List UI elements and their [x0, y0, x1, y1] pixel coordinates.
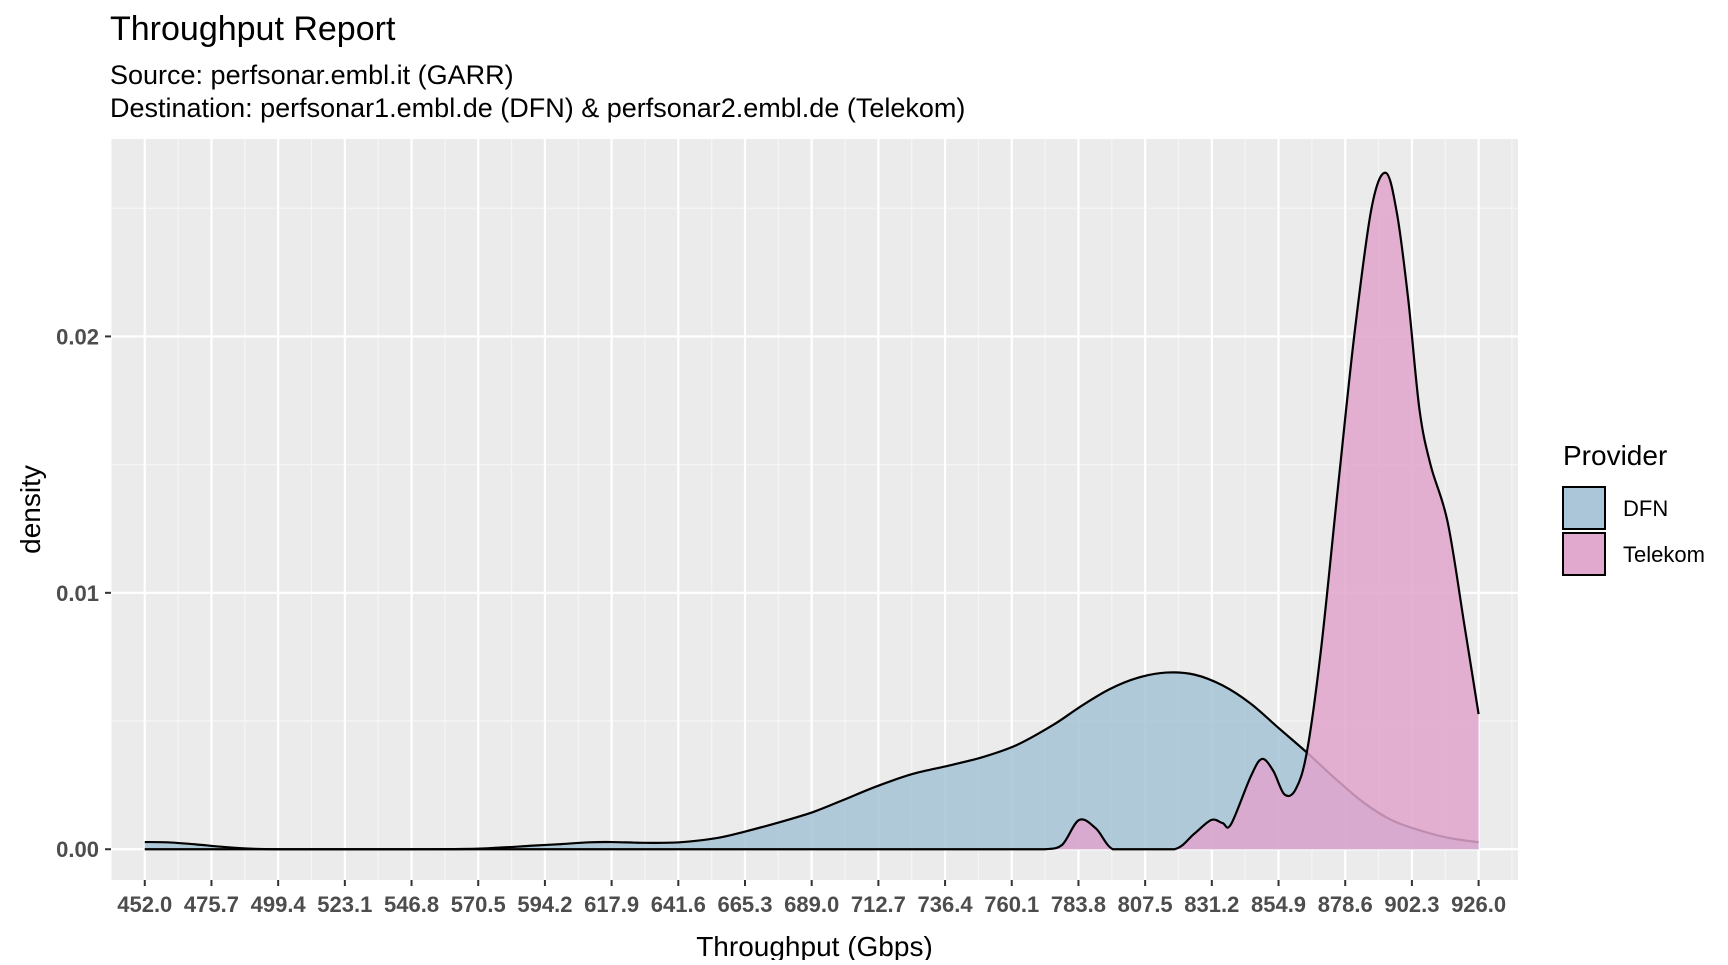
x-tick-label: 902.3 — [1384, 892, 1439, 917]
x-tick-label: 760.1 — [984, 892, 1039, 917]
legend-key-telekom — [1562, 532, 1606, 576]
x-tick-label: 665.3 — [717, 892, 772, 917]
x-tick-label: 783.8 — [1051, 892, 1106, 917]
axis-layer: 452.0 475.7 499.4 523.1 546.8 570.5 594.2 617.9… — [56, 324, 1506, 917]
legend-label-dfn: DFN — [1623, 496, 1668, 521]
x-tick-label: 878.6 — [1318, 892, 1373, 917]
x-tick-label: 546.8 — [384, 892, 439, 917]
legend: Provider DFN Telekom — [1562, 440, 1705, 576]
x-tick-label: 926.0 — [1451, 892, 1506, 917]
x-tick-label: 854.9 — [1251, 892, 1306, 917]
density-area-telekom — [144, 172, 1479, 850]
x-tick-label: 523.1 — [317, 892, 372, 917]
x-tick-label: 499.4 — [251, 892, 307, 917]
x-tick-label: 807.5 — [1118, 892, 1173, 917]
x-tick-label: 452.0 — [117, 892, 172, 917]
legend-title: Provider — [1563, 440, 1667, 471]
x-tick-label: 617.9 — [584, 892, 639, 917]
x-tick-label: 641.6 — [651, 892, 706, 917]
chart-subtitle-destination: Destination: perfsonar1.embl.de (DFN) & … — [110, 93, 965, 123]
x-tick-label: 736.4 — [918, 892, 974, 917]
series-layer — [144, 171, 1480, 851]
y-tick-label: 0.00 — [56, 837, 99, 862]
y-axis-title: density — [15, 465, 46, 554]
legend-label-telekom: Telekom — [1623, 542, 1705, 567]
x-tick-label: 594.2 — [517, 892, 572, 917]
x-tick-label: 712.7 — [851, 892, 906, 917]
chart-title: Throughput Report — [110, 10, 396, 48]
x-tick-label: 831.2 — [1184, 892, 1239, 917]
y-tick-label: 0.02 — [56, 324, 99, 349]
x-tick-label: 689.0 — [784, 892, 839, 917]
x-axis-title: Throughput (Gbps) — [696, 931, 933, 960]
y-tick-label: 0.01 — [56, 581, 99, 606]
chart-subtitle-source: Source: perfsonar.embl.it (GARR) — [110, 60, 514, 90]
density-line-telekom — [144, 171, 1480, 851]
legend-key-dfn — [1562, 486, 1606, 530]
density-area-dfn — [144, 672, 1479, 850]
x-tick-label: 570.5 — [451, 892, 506, 917]
x-tick-label: 475.7 — [184, 892, 239, 917]
